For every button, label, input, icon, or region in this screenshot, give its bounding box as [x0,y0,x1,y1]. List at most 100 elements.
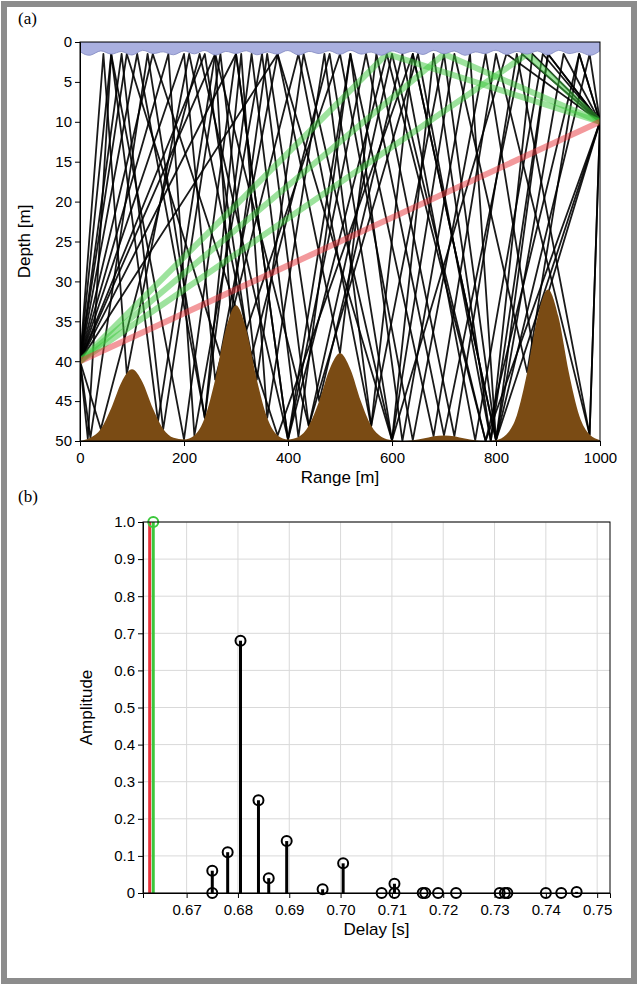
y-tick: 10 [55,113,80,130]
x-tick: 800 [484,441,509,466]
tick-label: 0.8 [114,588,135,605]
x-tick: 0 [76,441,84,466]
seabed [80,289,600,441]
tick-mark [138,708,143,709]
ray [80,54,600,441]
stem-series [207,636,581,898]
y-tick: 0.1 [114,847,143,864]
tick-label: 0.72 [429,901,458,918]
x-tick: 0.71 [378,893,407,918]
tick-mark [75,242,80,243]
grid-line [143,855,610,856]
tick-mark [75,361,80,362]
figure: 0200400600800100005101520253035404550Ran… [0,0,638,985]
tick-mark [238,893,239,898]
tick-label: 35 [55,313,72,330]
y-tick: 0.5 [114,699,143,716]
tick-label: 45 [55,392,72,409]
panel: 0.670.680.690.700.710.720.730.740.7500.1… [18,487,612,939]
plot-area [80,42,600,441]
tick-mark [138,745,143,746]
stem [267,878,270,893]
y-tick: 45 [55,392,80,409]
tick-label: 0 [127,884,135,901]
ray [80,54,600,440]
grid-line [143,781,610,782]
y-tick: 35 [55,313,80,330]
tick-label: 0.1 [114,847,135,864]
y-axis-title: Amplitude [77,670,96,746]
stem-series [148,517,158,893]
y-axis-title: Depth [m] [15,205,34,279]
tick-label: 0.3 [114,773,135,790]
y-tick: 1.0 [114,513,143,530]
stem-marker [207,866,217,876]
tick-label: 1.0 [114,513,135,530]
tick-mark [75,162,80,163]
grid [143,522,610,893]
stem-marker [253,795,263,805]
x-tick: 0.68 [224,893,253,918]
tick-label: 5 [64,73,72,90]
ray [80,54,600,441]
x-axis-title: Range [m] [301,468,379,487]
stem [257,800,260,893]
tick-mark [289,893,290,898]
y-tick: 0.4 [114,736,143,753]
tick-mark [392,441,393,446]
axis-line [138,523,144,894]
tick-mark [288,441,289,446]
tick-mark [138,856,143,857]
tick-mark [392,893,393,898]
tick-label: 20 [55,193,72,210]
tick-mark [75,441,80,442]
tick-mark [75,122,80,123]
y-tick: 5 [64,73,80,90]
y-tick: 0.8 [114,588,143,605]
ray [80,54,600,440]
ray [80,54,600,440]
tick-mark [443,893,444,898]
stem-marker [338,858,348,868]
x-axis: 0.670.680.690.700.710.720.730.740.75 [144,893,613,918]
tick-label: 400 [276,449,301,466]
plot-area [148,517,581,898]
tick-mark [138,819,143,820]
grid-line [143,596,610,597]
y-tick: 25 [55,233,80,250]
stem [239,641,242,893]
tick-label: 0 [76,449,84,466]
tick-label: 0.74 [532,901,561,918]
ray [80,54,600,440]
tick-label: 1000 [584,449,617,466]
stem-marker [264,873,274,883]
ray [80,54,600,361]
figure-border [4,4,634,981]
tick-label: 0.67 [173,901,202,918]
y-tick: 0.3 [114,773,143,790]
panel-letter: (b) [18,487,38,506]
x-tick: 400 [276,441,301,466]
tick-mark [495,893,496,898]
tick-label: 600 [380,449,405,466]
tick-mark [341,893,342,898]
tick-label: 0.70 [326,901,355,918]
axis-line [81,442,601,447]
stem [226,852,229,893]
y-tick: 15 [55,153,80,170]
ray [80,54,600,441]
tick-mark [75,321,80,322]
tick-mark [184,441,185,446]
y-tick: 0.9 [114,550,143,567]
tick-label: 800 [484,449,509,466]
grid-line [143,633,610,634]
tick-mark [75,42,80,43]
stem [211,871,214,893]
tick-label: 0.75 [583,901,612,918]
tick-label: 0.68 [224,901,253,918]
tick-mark [75,281,80,282]
sea-surface [80,42,600,55]
y-tick: 20 [55,193,80,210]
tick-mark [75,82,80,83]
stem-marker [223,847,233,857]
